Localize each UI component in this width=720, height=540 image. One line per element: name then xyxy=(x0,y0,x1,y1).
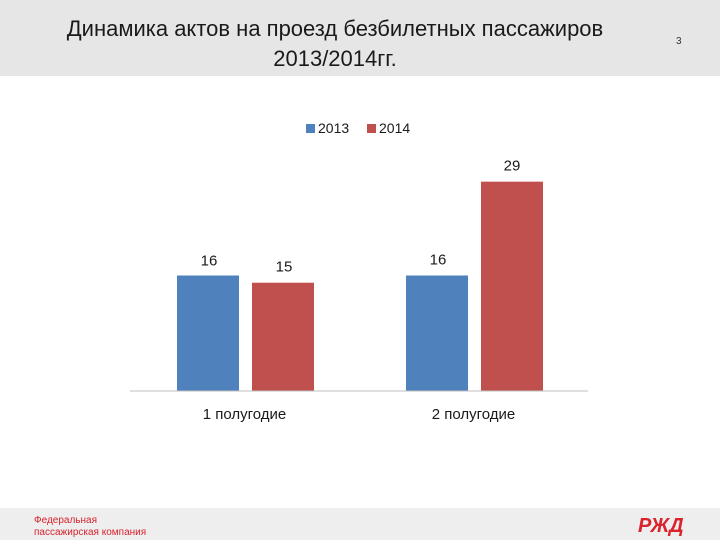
data-label-2014-1: 15 xyxy=(276,259,293,276)
bar-2013-1 xyxy=(177,275,239,391)
bar-chart: 2013 2014 16 15 1 полугодие 16 29 2 полугодие xyxy=(130,120,588,423)
bar-2014-1 xyxy=(252,282,314,391)
category-label-1: 1 полугодие xyxy=(203,406,287,423)
legend-label-2013: 2013 xyxy=(318,120,349,136)
page-number: 3 xyxy=(676,36,682,47)
rzd-logo: РЖД xyxy=(638,515,684,536)
data-label-2013-2: 16 xyxy=(430,252,447,269)
company-name-line-2: пассажирская компания xyxy=(34,527,147,538)
data-label-2013-1: 16 xyxy=(201,253,218,270)
bar-2014-2 xyxy=(481,181,543,391)
legend-swatch-2014 xyxy=(367,124,376,133)
header-band xyxy=(0,0,720,76)
title-line-1: Динамика актов на проезд безбилетных пас… xyxy=(66,16,604,41)
legend-swatch-2013 xyxy=(306,124,315,133)
title-line-2: 2013/2014гг. xyxy=(273,46,397,71)
slide-title: Динамика актов на проезд безбилетных пас… xyxy=(40,14,630,74)
company-name-line-1: Федеральная xyxy=(34,515,98,526)
rzd-logo-mark: РЖД xyxy=(638,515,684,536)
footer-band xyxy=(0,508,720,540)
data-label-2014-2: 29 xyxy=(504,158,521,175)
category-label-2: 2 полугодие xyxy=(432,406,516,423)
legend-label-2014: 2014 xyxy=(379,120,410,136)
bar-2013-2 xyxy=(406,275,468,391)
company-name: Федеральная пассажирская компания xyxy=(34,515,146,539)
